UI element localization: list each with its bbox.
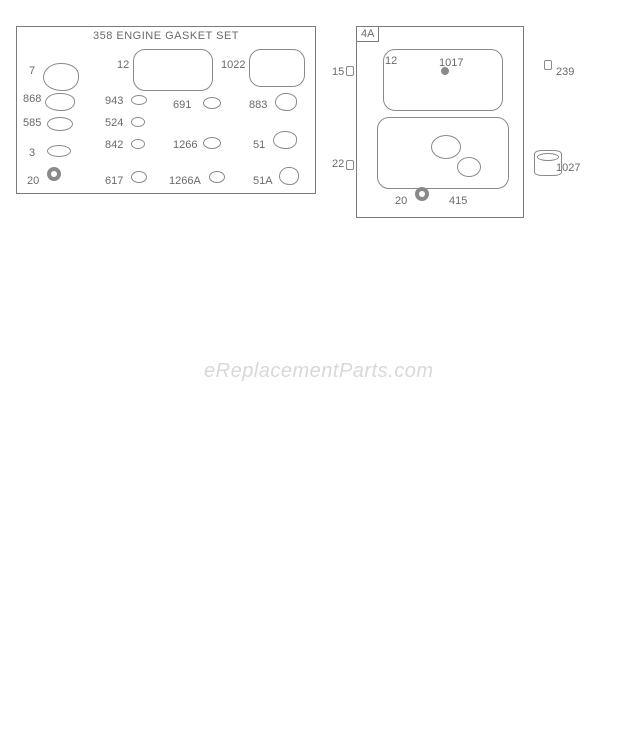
part-callout-label: 20 [395, 195, 407, 207]
loose-part-icon [346, 160, 354, 170]
diagram-shape [131, 95, 147, 105]
diagram-shape [415, 187, 429, 201]
diagram-shape [273, 131, 297, 149]
assembly-panel-tag: 4A [356, 26, 379, 42]
part-callout-label: 51A [253, 175, 273, 187]
diagram-shape [47, 117, 73, 131]
part-callout-label: 585 [23, 117, 41, 129]
part-callout-label: 15 [332, 66, 344, 78]
diagram-shape [203, 137, 221, 149]
part-callout-label: 617 [105, 175, 123, 187]
part-callout-label: 1266A [169, 175, 201, 187]
assembly-panel: 4A 12 1017 20 415 [356, 26, 524, 218]
part-callout-label: 524 [105, 117, 123, 129]
gasket-set-panel: 358 ENGINE GASKET SET 7 868 585 3 20 12 943 524… [16, 26, 316, 194]
loose-part-icon [346, 66, 354, 76]
diagram-shape [131, 139, 145, 149]
part-callout-label: 868 [23, 93, 41, 105]
part-callout-label: 22 [332, 158, 344, 170]
part-callout-label: 1017 [439, 57, 463, 69]
part-callout-label: 691 [173, 99, 191, 111]
diagram-shape [209, 171, 225, 183]
part-callout-label: 3 [29, 147, 35, 159]
part-callout-label: 51 [253, 139, 265, 151]
watermark-text: eReplacementParts.com [204, 360, 433, 383]
diagram-shape [249, 49, 305, 87]
diagram-shape [131, 171, 147, 183]
diagram-shape [131, 117, 145, 127]
diagram-shape [133, 49, 213, 91]
diagram-shape [43, 63, 79, 91]
diagram-shape [45, 93, 75, 111]
diagram-shape [47, 167, 61, 181]
part-callout-label: 943 [105, 95, 123, 107]
diagram-shape [275, 93, 297, 111]
diagram-shape [431, 135, 461, 159]
part-callout-label: 1266 [173, 139, 197, 151]
part-callout-label: 1022 [221, 59, 245, 71]
part-callout-label: 12 [385, 55, 397, 67]
diagram-shape [279, 167, 299, 185]
gasket-set-title: 358 ENGINE GASKET SET [17, 30, 315, 42]
part-callout-label: 20 [27, 175, 39, 187]
part-callout-label: 415 [449, 195, 467, 207]
diagram-shape [457, 157, 481, 177]
part-callout-label: 7 [29, 65, 35, 77]
part-callout-label: 883 [249, 99, 267, 111]
loose-part-icon [534, 150, 562, 176]
diagram-shape [203, 97, 221, 109]
loose-part-icon [544, 60, 552, 70]
diagram-shape [47, 145, 71, 157]
part-callout-label: 239 [556, 66, 574, 78]
part-callout-label: 842 [105, 139, 123, 151]
part-callout-label: 12 [117, 59, 129, 71]
